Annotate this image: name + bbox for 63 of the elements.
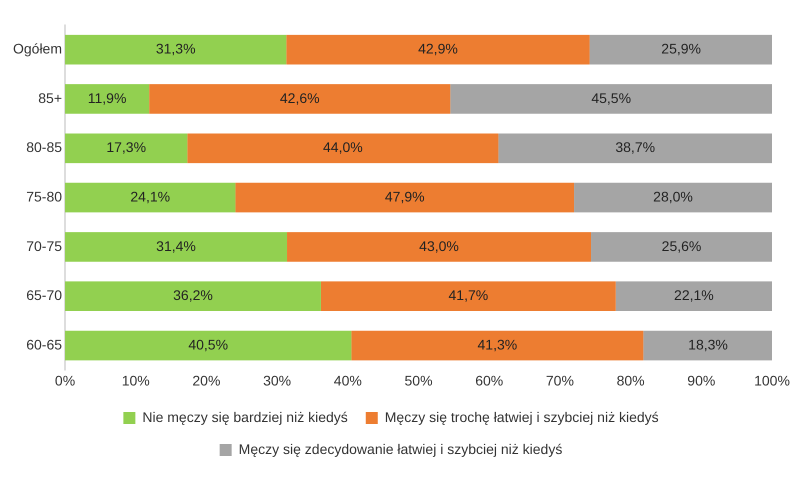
x-tick-label: 50% [404,372,433,388]
x-tick-label: 10% [122,372,150,388]
data-label: 38,7% [615,139,656,156]
legend-label: Męczy się trochę łatwiej i szybciej niż kiedyś [384,408,659,425]
x-tick-label: 90% [687,372,716,388]
bar [351,330,644,360]
x-tick-label: 20% [192,372,220,388]
bar [65,281,321,312]
data-label: 45,5% [591,90,632,106]
bar [590,34,772,64]
data-label: 44,0% [323,139,363,156]
data-label: 28,0% [653,188,693,204]
y-tick-label: 80-85 [26,139,62,156]
data-label: 24,1% [130,188,170,204]
data-label: 40,5% [188,336,228,352]
bar [65,133,188,164]
legend-label: Męczy się zdecydowanie łatwiej i szybciej niż kiedyś [238,440,562,457]
bar [235,182,574,212]
bar [320,281,616,312]
bar [643,330,772,360]
data-label: 42,9% [418,40,458,57]
y-tick-label: 65-70 [26,287,62,304]
bar [65,182,236,212]
data-label: 25,6% [662,238,702,254]
x-tick-label: 0% [54,372,76,388]
bar [65,34,286,64]
y-tick-label: 75-80 [26,188,62,204]
data-label: 41,7% [448,287,488,304]
data-label: 36,2% [173,287,213,304]
bar [65,330,352,360]
data-label: 31,4% [156,238,196,254]
bar [149,84,450,114]
bar [286,34,590,64]
data-label: 41,3% [477,336,518,352]
x-tick-label: 40% [334,372,362,388]
bar [616,281,772,312]
legend-label: Nie męczy się bardziej niż kiedyś [142,408,348,425]
bar [187,133,498,164]
data-label: 42,6% [280,90,320,106]
bar [498,133,772,164]
x-tick-label: 100% [754,372,790,388]
x-tick-label: 80% [616,372,645,388]
data-label: 25,9% [661,40,702,57]
bar [287,232,592,262]
data-label: 47,9% [384,188,425,204]
y-tick-label: 60-65 [26,336,62,352]
data-label: 18,3% [688,336,728,352]
x-tick-label: 60% [475,372,504,388]
bar [574,182,772,212]
bar [450,84,772,114]
y-tick-label: 70-75 [26,238,62,254]
x-tick-label: 30% [263,372,292,388]
x-tick-label: 70% [546,372,574,388]
y-tick-label: Ogółem [12,40,62,57]
bar [65,232,288,262]
data-label: 11,9% [88,90,126,106]
bar [591,232,772,262]
bar [65,84,150,114]
data-label: 43,0% [419,238,459,254]
data-label: 31,3% [156,40,196,57]
data-label: 22,1% [674,287,714,304]
y-tick-label: 85+ [38,90,62,106]
data-label: 17,3% [106,139,146,156]
